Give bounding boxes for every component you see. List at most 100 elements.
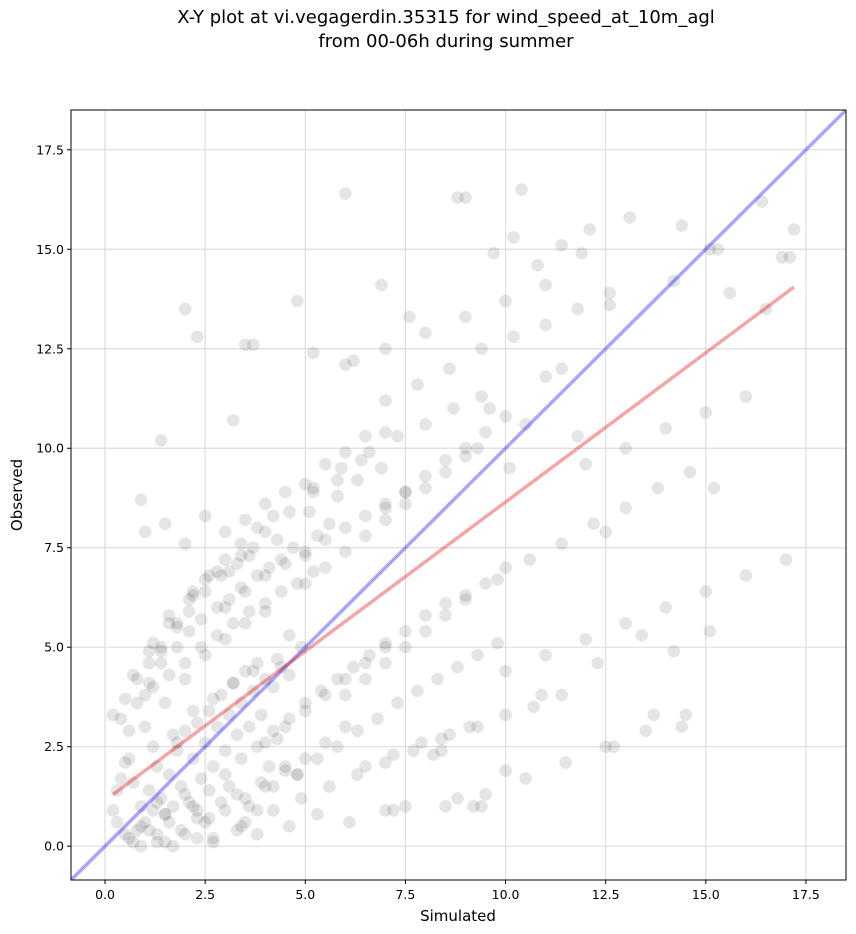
data-point [166, 800, 180, 813]
data-point [575, 246, 588, 260]
data-point [467, 800, 480, 813]
data-point [619, 441, 633, 455]
data-point [299, 752, 312, 765]
data-point [162, 768, 176, 781]
data-point [307, 565, 320, 578]
data-point [214, 569, 228, 582]
data-point [142, 644, 156, 658]
data-point [234, 819, 248, 833]
data-point [623, 211, 637, 224]
data-point [459, 191, 472, 204]
data-point [339, 688, 352, 702]
data-point [667, 644, 681, 658]
x-tick-label: 15.0 [692, 887, 720, 902]
data-point [379, 656, 392, 670]
data-point [134, 800, 148, 813]
y-tick-label: 0.0 [44, 839, 64, 854]
data-point [379, 640, 392, 654]
data-point [230, 728, 244, 742]
data-point [162, 668, 176, 682]
data-point [667, 274, 681, 288]
data-point [651, 481, 665, 495]
data-point [226, 414, 240, 427]
data-point [186, 800, 200, 813]
data-point [507, 330, 520, 344]
data-point [303, 505, 316, 519]
data-point [331, 473, 344, 487]
data-point [539, 278, 552, 292]
data-point [619, 501, 633, 515]
data-point [182, 593, 196, 606]
data-point [431, 672, 444, 686]
x-tick-label: 5.0 [295, 887, 315, 902]
data-point [146, 740, 160, 753]
data-point [210, 720, 224, 734]
data-point [411, 378, 424, 391]
data-point [266, 804, 280, 817]
data-point [555, 537, 568, 551]
data-point [379, 513, 392, 527]
data-point [214, 796, 228, 809]
data-point [519, 772, 532, 785]
data-point [250, 521, 264, 535]
data-point [178, 827, 192, 841]
data-point [707, 481, 721, 495]
data-point [218, 768, 232, 781]
data-point [270, 533, 284, 547]
data-point [555, 362, 568, 375]
data-point [387, 804, 400, 817]
data-point [186, 704, 200, 718]
data-point [154, 792, 168, 805]
data-point [282, 668, 296, 682]
data-point [230, 557, 244, 570]
data-point [274, 585, 288, 598]
data-point [419, 609, 432, 622]
data-point [198, 648, 212, 662]
data-point [282, 505, 296, 519]
data-point [499, 664, 512, 678]
data-point [379, 501, 392, 515]
data-point [755, 195, 769, 208]
data-point [307, 346, 320, 360]
data-point [683, 465, 697, 479]
data-point [222, 708, 236, 722]
data-point [218, 601, 232, 614]
y-tick-label: 10.0 [36, 441, 64, 456]
data-point [579, 632, 592, 646]
data-point [311, 752, 324, 765]
data-point [122, 724, 136, 738]
data-point [603, 286, 616, 300]
data-point [539, 370, 552, 383]
data-point [138, 815, 152, 829]
data-point [142, 676, 156, 690]
data-point [711, 242, 725, 256]
x-tick-label: 10.0 [492, 887, 520, 902]
data-point [359, 760, 372, 773]
plot-frame [70, 109, 847, 881]
data-point [307, 481, 320, 495]
data-point [154, 656, 168, 670]
data-point [443, 362, 456, 375]
data-point [170, 640, 184, 654]
chart-title-block: X-Y plot at vi.vegagerdin.35315 for wind… [0, 6, 856, 54]
data-point [134, 819, 148, 833]
data-point [451, 191, 464, 204]
data-point [603, 298, 616, 312]
data-point [178, 537, 192, 551]
data-point [415, 736, 428, 750]
data-point [375, 461, 388, 475]
data-point [146, 804, 160, 817]
data-point [319, 533, 332, 547]
data-point [178, 656, 192, 670]
data-point [351, 768, 364, 781]
data-point [783, 250, 797, 264]
data-point [299, 696, 312, 710]
data-point [487, 246, 500, 260]
data-point [479, 788, 492, 801]
data-point [190, 812, 204, 825]
data-point [379, 426, 392, 439]
data-point [246, 664, 260, 678]
data-point [515, 183, 528, 196]
data-point [379, 804, 392, 817]
